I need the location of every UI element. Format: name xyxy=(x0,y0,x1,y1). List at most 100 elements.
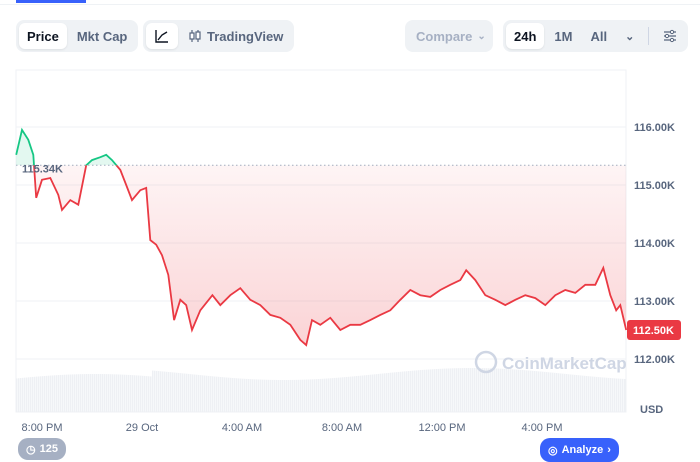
volume-bar xyxy=(320,378,322,412)
volume-bar xyxy=(48,375,50,412)
volume-bar xyxy=(544,371,546,412)
volume-bar xyxy=(604,377,606,412)
volume-bar xyxy=(616,378,618,412)
sliders-icon xyxy=(664,29,677,43)
volume-bar xyxy=(396,372,398,412)
volume-bar xyxy=(280,379,282,412)
tradingview-button[interactable]: TradingView xyxy=(180,23,291,49)
volume-bar xyxy=(400,371,402,412)
history-badge[interactable]: ◷ 125 xyxy=(18,438,66,460)
volume-bar xyxy=(398,371,400,412)
range-1m[interactable]: 1M xyxy=(554,28,573,44)
volume-bar xyxy=(40,376,42,412)
settings-button[interactable] xyxy=(655,23,685,49)
volume-bar xyxy=(432,369,434,412)
line-chart-button[interactable] xyxy=(146,23,178,49)
volume-bar xyxy=(444,368,446,412)
volume-bar xyxy=(90,374,92,412)
volume-bar xyxy=(46,375,48,412)
volume-bar xyxy=(292,379,294,412)
volume-bar xyxy=(330,378,332,412)
volume-bar xyxy=(162,371,164,412)
volume-bar xyxy=(72,374,74,412)
volume-bar xyxy=(264,379,266,412)
volume-bar xyxy=(426,369,428,412)
tab-price[interactable]: Price xyxy=(19,23,67,49)
volume-bar xyxy=(310,379,312,412)
volume-bar xyxy=(462,368,464,412)
volume-bar xyxy=(294,379,296,412)
volume-bar xyxy=(366,375,368,412)
volume-bar xyxy=(530,370,532,412)
volume-bar xyxy=(220,377,222,412)
volume-bar xyxy=(412,370,414,412)
price-area-down xyxy=(16,165,627,346)
volume-bar xyxy=(154,370,156,412)
volume-bar xyxy=(200,375,202,412)
volume-bar xyxy=(388,372,390,412)
volume-bar xyxy=(592,376,594,412)
divider xyxy=(648,27,650,45)
volume-bar xyxy=(54,375,56,412)
volume-bar xyxy=(570,374,572,412)
volume-bar xyxy=(318,378,320,412)
analyze-label: Analyze xyxy=(561,444,604,456)
volume-bar xyxy=(34,376,36,412)
volume-bar xyxy=(470,368,472,412)
volume-bar xyxy=(524,370,526,412)
volume-bar xyxy=(138,375,140,412)
compare-button-inner: Compare ⌄ xyxy=(408,23,494,49)
volume-bar xyxy=(286,379,288,412)
volume-bar xyxy=(532,370,534,412)
volume-bar xyxy=(226,377,228,412)
range-24h[interactable]: 24h xyxy=(506,23,545,49)
range-more-chevron-icon[interactable]: ⌄ xyxy=(625,30,635,43)
volume-bar xyxy=(624,378,626,412)
volume-bar xyxy=(236,378,238,412)
volume-bar xyxy=(606,377,608,412)
volume-bar xyxy=(590,376,592,412)
range-all[interactable]: All xyxy=(590,28,608,44)
volume-bar xyxy=(476,368,478,412)
volume-bar xyxy=(302,379,304,412)
volume-bar xyxy=(62,374,64,412)
volume-bar xyxy=(148,376,150,412)
volume-bar xyxy=(248,379,250,412)
volume-bar xyxy=(228,377,230,412)
volume-bar xyxy=(110,374,112,412)
volume-bar xyxy=(222,377,224,412)
volume-bar xyxy=(52,375,54,412)
volume-bar xyxy=(372,374,374,412)
volume-bar xyxy=(436,369,438,412)
volume-bar xyxy=(498,368,500,412)
volume-bar xyxy=(434,369,436,412)
volume-bar xyxy=(452,368,454,412)
volume-bar xyxy=(276,379,278,412)
volume-bar xyxy=(466,368,468,412)
volume-bar xyxy=(336,377,338,412)
volume-bar xyxy=(284,379,286,412)
volume-bar xyxy=(134,375,136,412)
volume-bar xyxy=(368,374,370,412)
volume-bar xyxy=(598,377,600,412)
volume-bar xyxy=(614,378,616,412)
volume-bar xyxy=(196,374,198,412)
volume-bar xyxy=(214,376,216,412)
volume-bar xyxy=(538,371,540,412)
range-toggle: 24h 1M All ⌄ xyxy=(503,20,689,52)
volume-bar xyxy=(38,376,40,412)
analyze-button[interactable]: ◎ Analyze › xyxy=(540,438,619,462)
x-tick-label: 8:00 AM xyxy=(322,422,362,434)
volume-bar xyxy=(120,374,122,412)
volume-bar xyxy=(64,374,66,412)
plot-frame xyxy=(15,69,627,413)
price-chart[interactable]: 116.00K 115.00K 114.00K 113.00K 112.00K 115.3… xyxy=(0,0,700,450)
volume-bar xyxy=(500,368,502,412)
volume-bar xyxy=(100,374,102,412)
volume-bar xyxy=(42,376,44,412)
compare-dropdown[interactable]: Compare ⌄ xyxy=(405,20,493,52)
volume-bar xyxy=(360,375,362,412)
compare-label: Compare xyxy=(416,28,473,44)
volume-bar xyxy=(308,379,310,412)
tab-mkt-cap[interactable]: Mkt Cap xyxy=(76,28,128,44)
